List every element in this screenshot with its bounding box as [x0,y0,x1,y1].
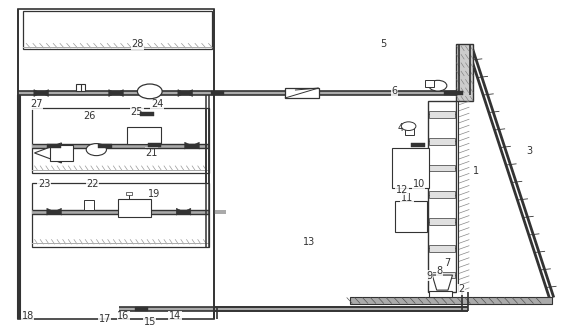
Bar [84,200,94,210]
Text: 10: 10 [413,179,425,189]
Bar [392,148,429,188]
Bar [214,91,468,95]
Bar [47,143,61,148]
Bar [126,192,133,195]
Text: 7: 7 [444,258,450,268]
Bar [98,143,112,148]
Text: 17: 17 [99,314,111,324]
Bar [32,170,209,171]
Bar [177,210,190,214]
Polygon shape [432,275,452,290]
Polygon shape [34,90,41,96]
Text: 25: 25 [131,107,143,117]
Bar [140,113,154,117]
Bar [350,297,552,303]
Text: 21: 21 [146,148,158,158]
Polygon shape [116,90,124,96]
Bar [429,291,452,297]
Bar [214,210,226,214]
Text: 12: 12 [396,185,408,195]
Polygon shape [176,208,183,215]
Polygon shape [178,90,185,96]
Bar [17,91,214,95]
Text: 19: 19 [148,189,160,199]
Text: 16: 16 [117,311,130,321]
Bar [429,138,455,144]
Bar [429,111,455,118]
Text: 4: 4 [397,123,403,133]
Text: 22: 22 [86,179,99,189]
Polygon shape [192,142,199,149]
Text: 13: 13 [303,237,315,247]
Bar [135,307,148,311]
Text: 5: 5 [380,39,386,49]
Bar [34,91,48,95]
Bar [444,91,457,95]
Bar [429,165,455,171]
Bar [428,101,456,292]
Text: 23: 23 [38,179,50,189]
Polygon shape [185,90,192,96]
Polygon shape [109,90,116,96]
Bar [32,108,209,173]
Polygon shape [183,208,191,215]
Bar [23,11,212,49]
Bar [76,84,85,91]
Text: 8: 8 [437,266,443,276]
Bar [32,183,209,247]
Bar [119,307,468,311]
Text: 6: 6 [391,86,398,96]
Text: 15: 15 [144,317,156,327]
Text: 2: 2 [458,284,464,294]
Bar [32,243,209,244]
Text: 9: 9 [426,271,433,281]
Bar [118,199,152,217]
Bar [47,210,61,214]
Bar [411,142,425,146]
Text: 28: 28 [131,39,144,49]
Circle shape [138,84,162,99]
Bar [429,272,455,279]
Bar [127,127,161,143]
Bar [285,88,319,98]
Bar [178,91,192,95]
Text: 18: 18 [21,311,34,321]
Bar [450,91,463,95]
Bar [23,47,212,48]
Bar [425,80,434,87]
Circle shape [401,122,416,130]
Polygon shape [184,142,192,149]
Text: 1: 1 [473,166,479,176]
Polygon shape [34,143,61,163]
Circle shape [86,143,107,156]
Text: 14: 14 [169,311,181,321]
Bar [32,210,209,214]
Bar [429,245,455,252]
Bar [210,91,224,95]
Bar [148,143,161,147]
Bar [109,91,123,95]
Text: 26: 26 [83,111,96,121]
Bar [456,44,473,101]
Bar [17,9,214,319]
Bar [429,218,455,225]
Bar [32,143,209,148]
Text: 27: 27 [30,99,42,110]
Circle shape [429,80,447,91]
Text: 24: 24 [151,99,164,110]
Bar [404,128,413,134]
Bar [185,143,199,148]
Bar [429,192,455,198]
Text: 11: 11 [401,193,413,203]
Polygon shape [54,208,61,215]
Polygon shape [47,208,54,215]
Polygon shape [41,90,49,96]
Bar [50,144,73,161]
Bar [395,202,427,232]
Text: 3: 3 [526,146,532,156]
Text: 20: 20 [138,200,151,210]
